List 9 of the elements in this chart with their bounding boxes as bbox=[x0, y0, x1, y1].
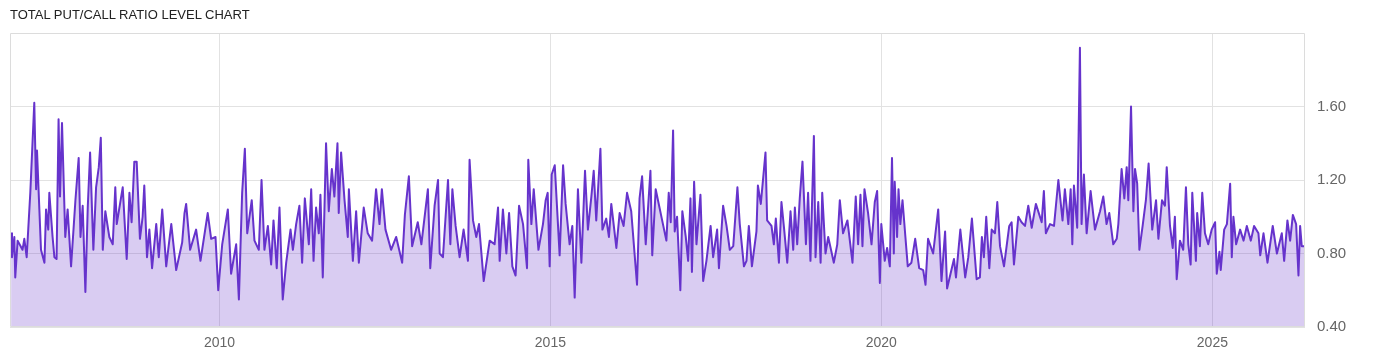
x-tick-label: 2025 bbox=[1196, 334, 1229, 351]
y-tick-label: 0.40 bbox=[1317, 317, 1347, 335]
chart-title: TOTAL PUT/CALL RATIO LEVEL CHART bbox=[10, 7, 250, 22]
x-tick-label: 2010 bbox=[203, 334, 236, 351]
x-tick-label: 2020 bbox=[865, 334, 898, 351]
y-tick-label: 0.80 bbox=[1317, 243, 1347, 261]
y-tick-label: 1.60 bbox=[1317, 96, 1347, 114]
y-tick-label: 1.20 bbox=[1317, 170, 1347, 188]
x-tick-label: 2015 bbox=[534, 334, 567, 351]
